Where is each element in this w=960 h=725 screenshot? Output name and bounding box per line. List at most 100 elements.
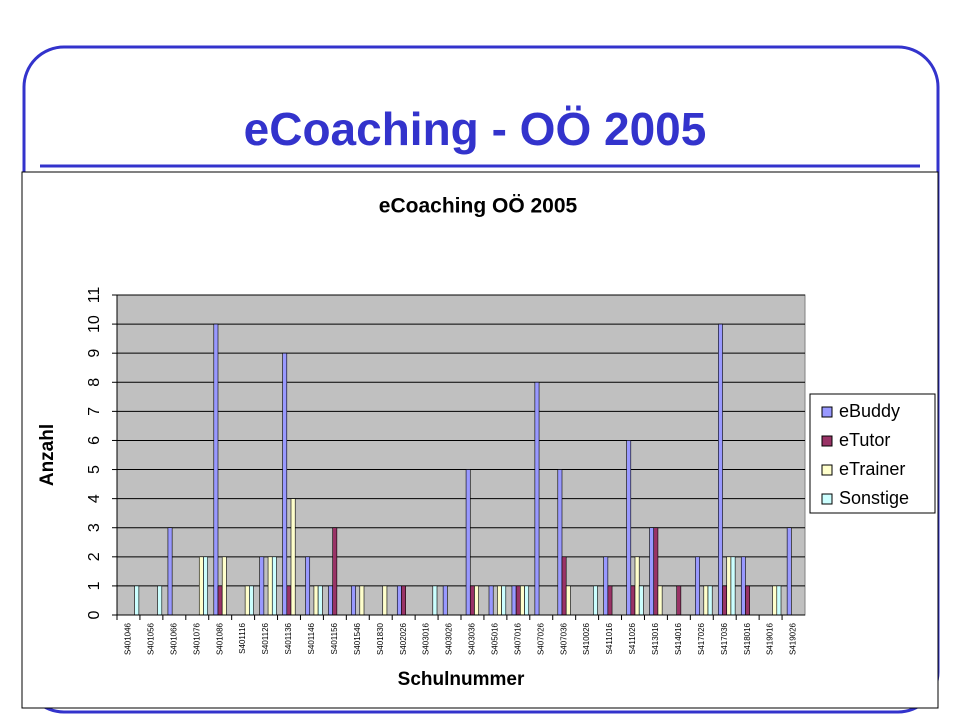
x-tick-label: S403026 <box>445 622 454 655</box>
bar <box>634 556 640 616</box>
x-tick-label: S401146 <box>307 622 316 654</box>
bar <box>718 323 723 616</box>
bar <box>328 585 333 616</box>
bar <box>557 469 563 616</box>
x-axis-title: Schulnummer <box>398 669 525 690</box>
bar <box>676 585 682 616</box>
bar <box>359 585 365 616</box>
y-tick-label: 2 <box>86 552 103 561</box>
legend-label: Sonstige <box>839 488 909 508</box>
x-tick-label: S413016 <box>651 622 660 655</box>
y-tick-label: 9 <box>86 349 103 358</box>
x-tick-label: S402026 <box>399 622 408 655</box>
bar <box>534 381 540 616</box>
legend-label: eBuddy <box>839 401 900 421</box>
x-tick-label: S401046 <box>124 622 133 655</box>
bar <box>776 585 782 616</box>
y-axis-title: Anzahl <box>37 424 58 486</box>
bar <box>351 585 356 616</box>
bar <box>313 585 319 616</box>
bar <box>626 440 632 616</box>
bar <box>213 323 219 616</box>
bar <box>157 585 163 616</box>
x-tick-label: S405016 <box>491 622 500 655</box>
bar <box>401 585 406 616</box>
legend-label: eTrainer <box>839 459 905 479</box>
x-tick-label: S419026 <box>789 622 798 655</box>
x-tick-label: S403036 <box>468 622 477 655</box>
bar <box>217 585 223 616</box>
bar <box>740 556 746 616</box>
x-tick-label: S407036 <box>559 622 568 655</box>
bar <box>305 556 311 616</box>
y-tick-label: 6 <box>86 436 103 445</box>
bar <box>271 556 277 616</box>
bar <box>565 585 571 616</box>
bar <box>221 556 227 616</box>
bar <box>474 585 479 616</box>
slide-title: eCoaching - OÖ 2005 <box>244 103 707 155</box>
bar <box>653 527 659 616</box>
x-tick-label: S414016 <box>674 622 683 655</box>
bar <box>707 585 713 616</box>
x-tick-label: S401076 <box>192 622 201 655</box>
y-tick-label: 10 <box>86 315 103 333</box>
bar <box>630 585 636 616</box>
bar <box>722 585 728 616</box>
bar <box>465 469 471 616</box>
bar <box>488 585 494 616</box>
x-tick-label: S411026 <box>628 622 637 654</box>
x-tick-label: S401056 <box>147 622 156 655</box>
bar <box>786 527 792 616</box>
legend-swatch <box>821 493 833 505</box>
bar <box>520 585 525 616</box>
bar <box>134 585 140 616</box>
x-tick-label: S419016 <box>766 622 775 655</box>
bar <box>203 556 208 616</box>
bar <box>442 585 448 616</box>
legend-swatch <box>821 464 833 476</box>
x-tick-label: S403016 <box>422 622 431 655</box>
bar <box>726 556 732 616</box>
x-tick-label: S401066 <box>169 622 178 655</box>
x-tick-label: S401136 <box>284 622 293 654</box>
x-tick-label: S407016 <box>513 622 522 655</box>
x-tick-label: S411016 <box>605 622 614 654</box>
bar <box>469 585 475 616</box>
bar <box>396 585 402 616</box>
bar <box>638 585 644 616</box>
x-tick-label: S401116 <box>238 622 247 653</box>
x-tick-label: S418016 <box>743 622 752 655</box>
bar <box>332 527 338 616</box>
bar <box>657 585 663 616</box>
x-tick-label: S417026 <box>697 622 706 655</box>
y-tick-label: 0 <box>86 610 103 619</box>
bar <box>511 585 517 616</box>
bar <box>695 556 700 616</box>
bar <box>497 585 502 616</box>
y-tick-label: 8 <box>86 378 103 387</box>
x-tick-label: S401546 <box>353 622 362 655</box>
x-tick-label: S401830 <box>376 622 385 655</box>
bar <box>515 585 521 616</box>
plot-area <box>116 294 806 616</box>
x-tick-label: S407026 <box>536 622 545 655</box>
bar <box>649 527 655 616</box>
bar <box>249 585 254 616</box>
legend-label: eTutor <box>839 430 890 450</box>
bar <box>282 352 288 616</box>
bar <box>501 585 507 616</box>
y-tick-label: 7 <box>86 407 103 416</box>
y-tick-label: 5 <box>86 465 103 474</box>
bar <box>290 498 296 616</box>
x-tick-label: S401126 <box>261 622 270 654</box>
x-tick-label: S401086 <box>215 622 224 655</box>
bar <box>198 556 204 616</box>
bar <box>772 585 778 616</box>
y-tick-label: 4 <box>86 494 103 503</box>
bar <box>317 585 323 616</box>
bar <box>382 585 388 616</box>
legend-swatch <box>821 406 833 418</box>
bar <box>286 585 292 616</box>
